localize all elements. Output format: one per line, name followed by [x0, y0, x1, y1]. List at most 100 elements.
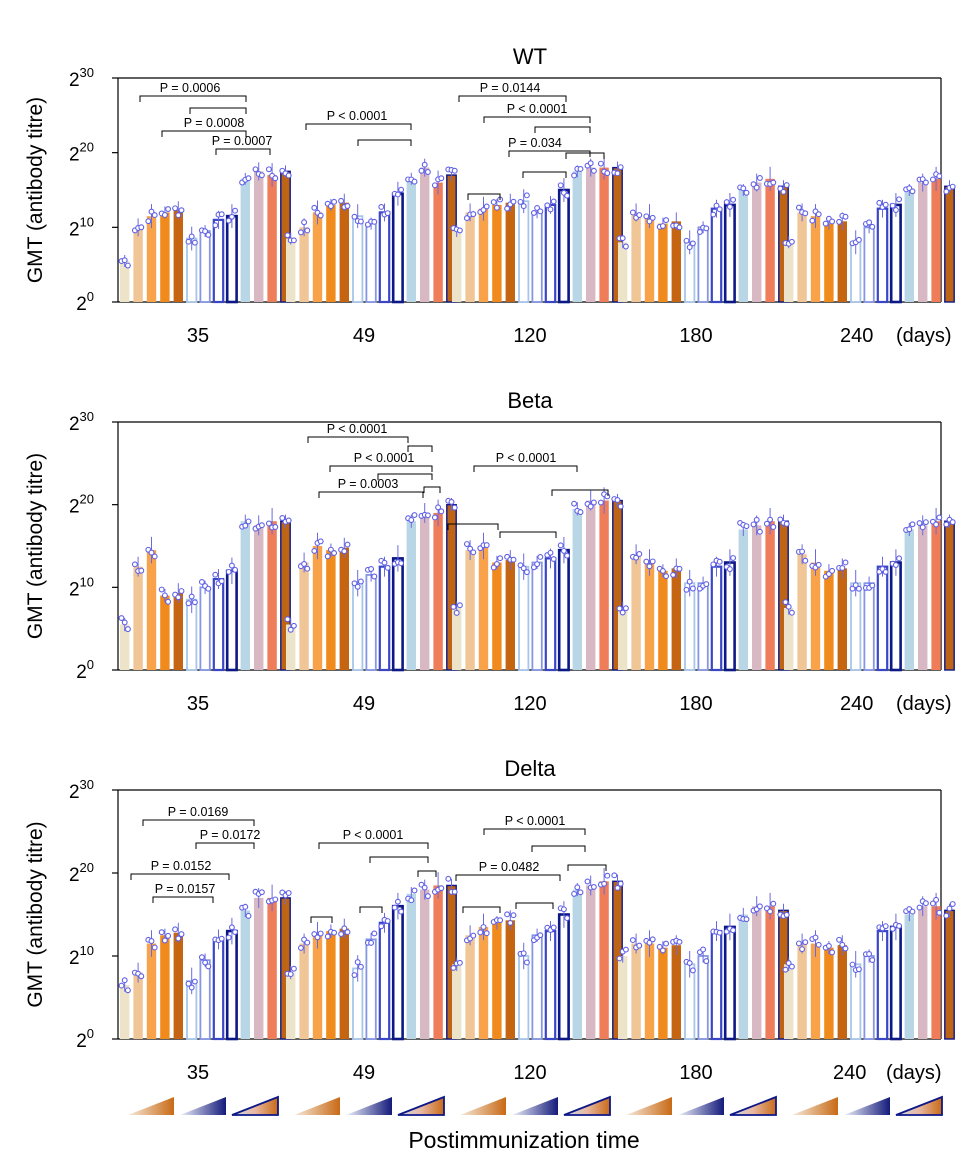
data-point [892, 207, 899, 213]
bar [478, 926, 489, 1039]
bar [378, 921, 391, 1041]
data-point [571, 890, 578, 897]
bar [797, 943, 807, 1039]
y-tick-label: 210 [69, 214, 94, 240]
data-point [622, 243, 629, 250]
x-tick-label: 240 [840, 325, 873, 347]
data-point [756, 528, 763, 535]
bar [518, 200, 530, 303]
data-point [431, 182, 438, 189]
data-point [175, 212, 182, 219]
bar [225, 214, 238, 304]
bar [312, 212, 323, 302]
data-point [922, 519, 929, 526]
significance-bracket [130, 873, 230, 880]
data-point [557, 542, 564, 549]
data-point [547, 206, 554, 213]
bar [586, 885, 596, 1039]
data-point [866, 950, 873, 957]
data-point [649, 558, 656, 565]
data-point [341, 925, 348, 932]
bar [658, 570, 668, 670]
data-point [571, 172, 578, 179]
x-axis-title: Postimmunization time [408, 1127, 639, 1153]
y-tick-label: 230 [69, 777, 94, 803]
bar [505, 202, 515, 302]
bar [478, 208, 489, 302]
data-point [185, 980, 192, 987]
data-point [703, 581, 710, 588]
data-point [550, 924, 557, 931]
significance-bracket [407, 445, 433, 452]
data-point [770, 524, 777, 530]
panel-title: WT [513, 44, 547, 69]
significance-bracket [447, 523, 499, 530]
data-point [876, 199, 883, 206]
y-axis-title: GMT (antibody titre) [24, 821, 47, 1007]
legend-gradient-triangles [128, 1095, 943, 1116]
bar [797, 554, 807, 670]
data-point [279, 515, 286, 521]
data-point [646, 563, 653, 570]
data-point [849, 585, 856, 592]
significance-bracket [473, 465, 578, 472]
y-tick-label: 20 [76, 1026, 94, 1052]
data-point [839, 941, 846, 948]
data-point [520, 203, 527, 210]
data-point [212, 571, 219, 578]
data-point [788, 963, 795, 970]
data-point [770, 179, 777, 186]
bar [876, 565, 889, 672]
data-point [331, 550, 338, 557]
bar [784, 242, 794, 302]
data-point [357, 578, 364, 585]
bar [406, 893, 416, 1039]
bar [199, 586, 211, 671]
data-point [785, 960, 792, 967]
bar [572, 889, 582, 1039]
significance-bracket [417, 870, 437, 877]
bar [671, 945, 681, 1039]
x-tick-label: 180 [679, 693, 712, 715]
data-point [483, 203, 490, 210]
bar [420, 889, 430, 1039]
data-point [517, 198, 524, 205]
data-point [151, 944, 158, 951]
bar [240, 178, 250, 302]
bar [644, 943, 655, 1039]
data-point [788, 238, 795, 245]
data-point [544, 202, 551, 209]
data-point [703, 958, 710, 965]
bar [931, 178, 941, 302]
data-point [493, 204, 500, 211]
significance-bracket [467, 193, 501, 200]
data-point [148, 938, 155, 944]
data-point [916, 520, 923, 527]
data-point [896, 555, 903, 562]
data-point [357, 218, 364, 225]
data-point [933, 896, 940, 903]
bar [918, 182, 928, 302]
data-point [906, 526, 913, 533]
data-point [753, 516, 760, 523]
data-point [560, 906, 567, 913]
bar [644, 562, 655, 670]
data-point [191, 978, 198, 985]
bar [267, 175, 277, 302]
data-point [530, 209, 537, 216]
x-tick-label: 35 [187, 1062, 209, 1084]
data-point [713, 202, 720, 209]
data-point [597, 160, 604, 167]
data-point [205, 231, 212, 238]
data-point [351, 213, 358, 220]
data-point [869, 223, 876, 230]
data-point [710, 211, 717, 218]
bar [391, 904, 404, 1041]
data-point [753, 184, 760, 191]
legend-blue-triangle [180, 1097, 226, 1115]
bar [889, 203, 902, 304]
data-point [172, 205, 179, 212]
bar [738, 914, 748, 1039]
data-point [317, 930, 324, 937]
bar [173, 593, 183, 670]
